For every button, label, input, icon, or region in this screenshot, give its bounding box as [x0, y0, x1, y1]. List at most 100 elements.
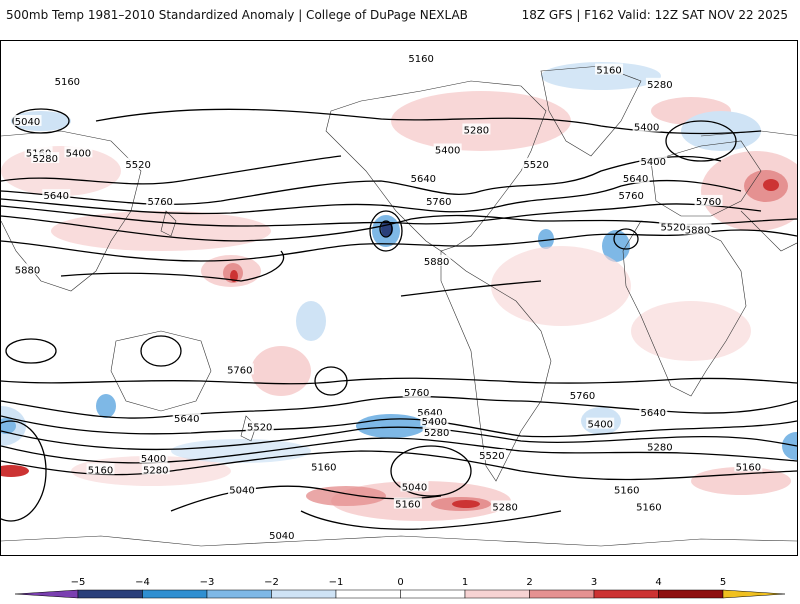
colorbar-tick-label: 0	[397, 577, 403, 588]
colorbar-arrow-right	[722, 589, 786, 599]
contour-label: 5160	[736, 462, 761, 473]
colorbar-segment	[335, 589, 401, 599]
contour-5880-nh	[60, 250, 285, 282]
colorbar-segment	[206, 589, 272, 599]
contour-label: 5640	[44, 191, 69, 202]
contour-label: 5280	[492, 502, 517, 513]
contour-label: 5640	[623, 174, 648, 185]
contour-label: 5760	[227, 365, 252, 376]
contour-label: 5280	[464, 126, 489, 137]
contour-label: 5400	[641, 157, 666, 168]
contour-label-bg	[639, 406, 668, 418]
contour-label-bg	[267, 529, 296, 541]
map-panel[interactable]: 5160516051605280504051605280540055205640…	[0, 40, 798, 556]
colorbar: −5 −4 −3 −2 −1 0 1 2 3 4 5	[0, 572, 800, 600]
closed-low-sh-west	[1, 420, 47, 522]
contour-label-bg	[683, 223, 712, 235]
closed-low-pacific	[369, 210, 403, 252]
contour-label: 5640	[174, 414, 199, 425]
contour-label-bg	[595, 63, 624, 75]
colorbar-segment	[77, 589, 143, 599]
contour-label: 5160	[395, 500, 420, 511]
colorbar-svg: −5 −4 −3 −2 −1 0 1 2 3 4 5	[14, 577, 786, 599]
contour-label: 5400	[141, 454, 166, 465]
contour-label: 5040	[402, 482, 427, 493]
contour-5040-sh-2	[300, 510, 562, 530]
contour-label-bg	[31, 152, 60, 164]
contour-label-bg	[639, 154, 668, 166]
colorbar-segment	[464, 589, 530, 599]
contour-label-bg	[477, 449, 506, 461]
contour-label-bg	[400, 480, 429, 492]
colorbar-segment	[593, 589, 659, 599]
closed-low-arctic	[12, 108, 70, 134]
colorbar-segment	[400, 589, 466, 599]
contour-label-bg	[146, 194, 175, 206]
contour-label-bg	[13, 114, 42, 126]
anomaly-blob	[541, 62, 661, 90]
anomaly-blob	[763, 179, 779, 191]
contour-label: 5040	[15, 117, 40, 128]
contour-label-bg	[617, 189, 646, 201]
colorbar-tick-label: −5	[71, 577, 86, 588]
europe-coast	[650, 140, 762, 217]
contour-label-bg	[124, 157, 153, 169]
contour-5880-atl	[400, 280, 542, 297]
contour-label-bg	[13, 263, 42, 275]
anomaly-blob	[631, 301, 751, 361]
contour-label: 5160	[311, 462, 336, 473]
contour-label: 5640	[411, 174, 436, 185]
contour-label-bg	[42, 189, 71, 201]
anomaly-blob	[391, 91, 571, 151]
antarctica-coast	[1, 535, 797, 547]
run-info: 18Z GFS | F162 Valid: 12Z SAT NOV 22 202…	[521, 8, 788, 22]
contour-label-bg	[409, 172, 438, 184]
anomaly-blob	[356, 414, 426, 438]
closed-low-pacific-inner	[379, 220, 393, 238]
colorbar-tick-label: 1	[462, 577, 468, 588]
contour-label: 5760	[570, 391, 595, 402]
contour-5520-nh	[1, 203, 762, 227]
contour-label-bg	[612, 483, 641, 495]
colorbar-tick-label: 2	[526, 577, 532, 588]
contour-label: 5280	[143, 465, 168, 476]
contour-label: 5520	[125, 160, 150, 171]
contour-label-bg	[632, 120, 661, 132]
anomaly-blob	[251, 346, 311, 396]
contour-label: 5760	[147, 197, 172, 208]
contour-label: 5760	[618, 191, 643, 202]
anomaly-blob	[491, 246, 631, 326]
map-title: 500mb Temp 1981–2010 Standardized Anomal…	[6, 8, 468, 22]
contour-label-bg	[568, 389, 597, 401]
anomaly-blob	[1, 146, 121, 196]
contour-label: 5160	[55, 77, 80, 88]
contour-label: 5160	[596, 66, 621, 77]
contour-5400-sh	[1, 426, 797, 451]
anomaly-blob	[538, 229, 554, 249]
contour-5040-nh	[1, 155, 342, 185]
contour-label-bg	[659, 220, 688, 232]
colorbar-segment	[271, 589, 337, 599]
anomaly-blob	[96, 394, 116, 418]
contour-label-bg	[491, 500, 520, 512]
colorbar-segment	[529, 589, 595, 599]
contour-label: 5880	[685, 225, 710, 236]
contour-label-bg	[53, 74, 82, 86]
colorbar-tick-label: −3	[200, 577, 215, 588]
contour-label-bg	[422, 254, 451, 266]
contour-label-layer: 5160516051605280504051605280540055205640…	[13, 52, 763, 542]
contour-label: 5040	[269, 531, 294, 542]
contour-label-bg	[141, 463, 170, 475]
colorbar-arrow-left	[14, 589, 79, 599]
colorbar-tick-label: 3	[591, 577, 597, 588]
closed-high-ind	[5, 338, 57, 364]
contour-label-bg	[139, 451, 168, 463]
closed-low-europe	[665, 120, 737, 162]
header-bar: 500mb Temp 1981–2010 Standardized Anomal…	[0, 0, 800, 34]
contour-label: 5280	[647, 442, 672, 453]
contour-label-bg	[621, 172, 650, 184]
contour-label-bg	[225, 363, 254, 375]
contour-label-bg	[462, 123, 491, 135]
contour-label: 5760	[696, 197, 721, 208]
contour-label: 5400	[422, 417, 447, 428]
